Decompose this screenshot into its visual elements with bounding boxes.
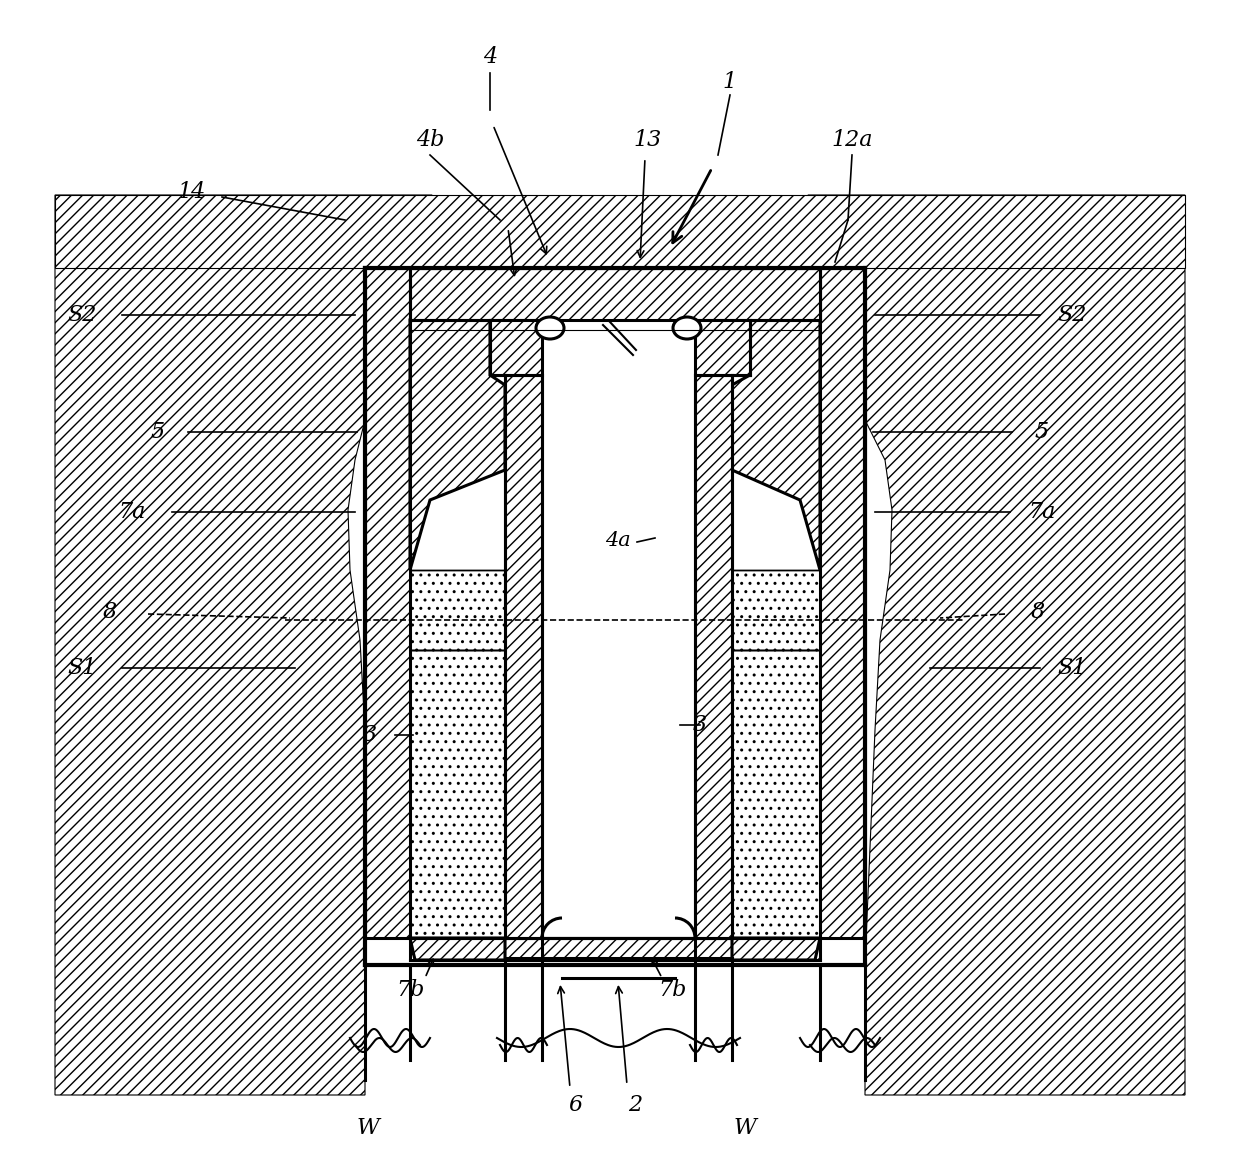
Text: S2: S2 (1058, 304, 1086, 326)
Text: 2: 2 (627, 1094, 642, 1116)
Text: 5: 5 (1035, 421, 1049, 443)
Polygon shape (410, 651, 505, 938)
Text: 14: 14 (177, 181, 206, 204)
Text: 7a: 7a (118, 501, 145, 523)
Text: 4a: 4a (605, 530, 631, 550)
Text: 5: 5 (151, 421, 165, 443)
Polygon shape (55, 195, 432, 1095)
Text: 13: 13 (634, 129, 662, 151)
Text: 7a: 7a (1028, 501, 1055, 523)
Polygon shape (820, 268, 866, 938)
Text: 3: 3 (363, 724, 377, 746)
Text: 4b: 4b (415, 129, 444, 151)
Polygon shape (410, 268, 820, 938)
Polygon shape (410, 570, 505, 651)
Polygon shape (410, 321, 505, 570)
Polygon shape (694, 321, 750, 376)
Polygon shape (365, 268, 866, 965)
Polygon shape (732, 570, 820, 651)
Polygon shape (732, 651, 820, 938)
Text: 8: 8 (1030, 601, 1045, 622)
Text: S2: S2 (67, 304, 97, 326)
Polygon shape (410, 268, 820, 321)
Polygon shape (732, 938, 820, 961)
Text: 6: 6 (568, 1094, 582, 1116)
Text: 4: 4 (482, 46, 497, 68)
Polygon shape (542, 938, 694, 958)
Polygon shape (732, 321, 820, 570)
Polygon shape (490, 321, 542, 376)
Polygon shape (694, 376, 732, 938)
Text: 7b: 7b (657, 979, 686, 1002)
Polygon shape (505, 376, 542, 938)
Text: 8: 8 (103, 601, 117, 622)
Polygon shape (808, 195, 1185, 1095)
Ellipse shape (673, 317, 701, 339)
Text: W: W (357, 1117, 379, 1140)
Polygon shape (410, 938, 820, 961)
Polygon shape (410, 938, 505, 961)
Polygon shape (365, 268, 410, 938)
Text: 7b: 7b (396, 979, 424, 1002)
Text: W: W (734, 1117, 756, 1140)
Text: 1: 1 (723, 71, 737, 92)
Text: S1: S1 (1058, 658, 1086, 679)
Ellipse shape (536, 317, 564, 339)
Polygon shape (55, 195, 1185, 268)
Text: 12a: 12a (831, 129, 873, 151)
Text: 3: 3 (693, 714, 707, 736)
Text: S1: S1 (67, 658, 97, 679)
